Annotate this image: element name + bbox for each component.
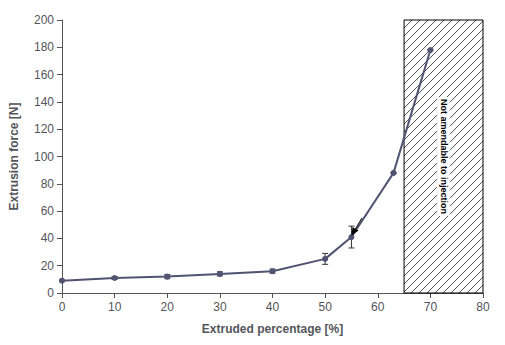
svg-text:160: 160 — [34, 68, 54, 82]
svg-text:20: 20 — [41, 259, 55, 273]
svg-text:Extrusion force [N]: Extrusion force [N] — [7, 102, 21, 210]
svg-text:60: 60 — [371, 300, 385, 314]
svg-text:80: 80 — [41, 177, 55, 191]
svg-text:Not amendable to injection: Not amendable to injection — [439, 99, 449, 214]
svg-text:50: 50 — [318, 300, 332, 314]
svg-text:40: 40 — [266, 300, 280, 314]
svg-text:120: 120 — [34, 122, 54, 136]
svg-text:200: 200 — [34, 13, 54, 27]
svg-text:40: 40 — [41, 231, 55, 245]
svg-text:0: 0 — [47, 286, 54, 300]
svg-text:60: 60 — [41, 204, 55, 218]
svg-text:180: 180 — [34, 40, 54, 54]
svg-text:Extruded percentage [%]: Extruded percentage [%] — [202, 322, 343, 336]
svg-text:20: 20 — [161, 300, 175, 314]
svg-text:0: 0 — [59, 300, 66, 314]
svg-text:30: 30 — [213, 300, 227, 314]
svg-text:10: 10 — [108, 300, 122, 314]
svg-text:70: 70 — [424, 300, 438, 314]
svg-text:80: 80 — [476, 300, 490, 314]
svg-text:140: 140 — [34, 95, 54, 109]
svg-text:100: 100 — [34, 150, 54, 164]
